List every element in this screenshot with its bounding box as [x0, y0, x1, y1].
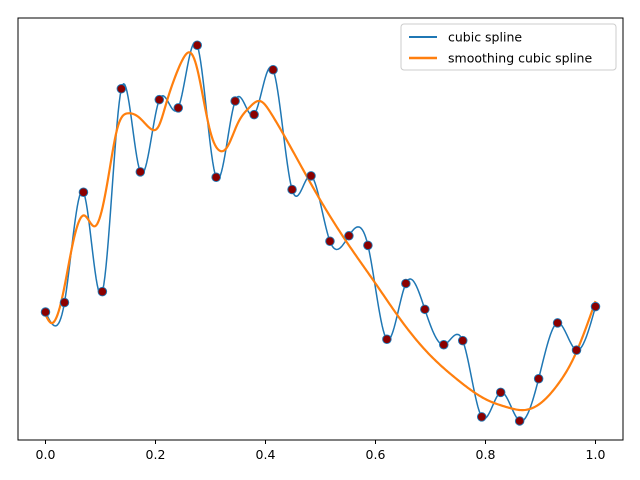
- data-point: [382, 334, 392, 345]
- data-point: [78, 187, 89, 197]
- legend-box: [400, 23, 617, 71]
- data-point: [590, 301, 601, 312]
- data-point: [116, 84, 127, 94]
- legend-label-cubic-spline: cubic spline: [448, 30, 522, 45]
- data-point: [363, 240, 373, 251]
- data-point: [211, 172, 221, 183]
- data-point: [230, 96, 240, 106]
- data-point: [173, 103, 184, 113]
- data-points: [40, 40, 601, 426]
- series-cubic-spline: [44, 41, 597, 423]
- data-point: [154, 94, 165, 105]
- data-point: [552, 318, 563, 328]
- data-point: [287, 184, 297, 195]
- legend-label-smoothing-cubic-spline: smoothing cubic spline: [448, 51, 592, 66]
- data-point: [306, 171, 316, 181]
- data-point: [97, 286, 108, 297]
- data-point: [533, 373, 544, 384]
- data-point: [135, 167, 146, 177]
- data-point: [59, 297, 70, 308]
- data-point: [420, 304, 430, 315]
- data-point: [249, 109, 259, 120]
- data-point: [495, 387, 506, 398]
- data-point: [514, 416, 525, 426]
- data-point: [192, 40, 202, 50]
- x-tick-label: 0.8: [476, 447, 496, 462]
- data-point: [401, 278, 411, 289]
- series-layer: [44, 41, 597, 423]
- series-smoothing-cubic-spline: [44, 51, 597, 412]
- x-axis: 0.0 0.2 0.4 0.6 0.8 1.0: [36, 440, 606, 462]
- data-point: [571, 345, 582, 355]
- x-tick-label: 1.0: [586, 447, 606, 462]
- data-point: [439, 339, 449, 350]
- legend: cubic spline smoothing cubic spline: [400, 23, 617, 71]
- data-point: [457, 335, 468, 346]
- x-tick-label: 0.4: [256, 447, 276, 462]
- data-point: [40, 307, 51, 317]
- data-point: [325, 236, 335, 246]
- data-point: [344, 231, 354, 241]
- data-point: [268, 64, 278, 75]
- x-tick-label: 0.2: [146, 447, 166, 462]
- data-point: [476, 412, 487, 422]
- x-tick-label: 0.6: [366, 447, 386, 462]
- x-tick-label: 0.0: [36, 447, 56, 462]
- plot-frame: [17, 17, 624, 441]
